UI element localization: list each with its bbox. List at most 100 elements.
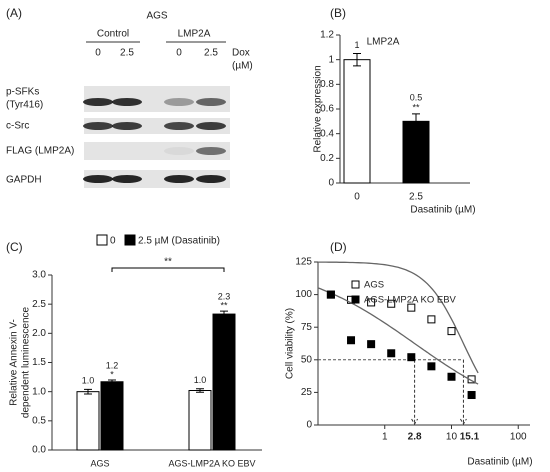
y-tick-label: 1.2 xyxy=(320,30,334,41)
point xyxy=(467,391,476,400)
dose: 0 xyxy=(176,48,182,59)
y-tick-label: 1.5 xyxy=(32,357,46,368)
panel-label: (D) xyxy=(330,240,347,254)
y-tick-label: 0.0 xyxy=(32,445,46,456)
point xyxy=(447,372,456,381)
row-label: GAPDH xyxy=(6,175,42,186)
value-label: 0.5 xyxy=(410,92,423,102)
point xyxy=(367,340,376,349)
bar xyxy=(76,391,100,451)
y-tick-label: 0 xyxy=(306,420,312,431)
ic50-label: 2.8 xyxy=(408,432,422,443)
band xyxy=(196,98,226,106)
dose: 0 xyxy=(95,48,101,59)
value-label: 2.3 xyxy=(218,292,231,302)
point xyxy=(347,336,356,345)
legend-marker xyxy=(351,295,360,304)
y-axis-title: Cell viability (%) xyxy=(285,308,296,379)
point xyxy=(427,315,436,324)
group-label: Control xyxy=(97,29,129,40)
band xyxy=(196,122,226,130)
y-tick-label: 1 xyxy=(328,54,334,65)
bar xyxy=(343,59,371,184)
band xyxy=(164,175,194,183)
dose-unit: Dox xyxy=(232,48,250,59)
row-label: c-Src xyxy=(6,121,29,132)
x-tick-label: AGS xyxy=(90,458,109,468)
point xyxy=(387,349,396,358)
legend-label: 2.5 µM (Dasatinib) xyxy=(138,236,220,247)
band xyxy=(112,175,142,183)
band xyxy=(196,175,226,183)
error-bar xyxy=(412,113,420,130)
blot-title: AGS xyxy=(146,11,167,22)
dose: 2.5 xyxy=(204,48,218,59)
point xyxy=(447,327,456,336)
y-tick-label: 3.0 xyxy=(32,270,46,281)
x-tick-label: AGS-LMP2A KO EBV xyxy=(168,458,255,468)
band xyxy=(112,122,142,130)
row-label: p-SFKs xyxy=(6,87,39,98)
legend-swatch xyxy=(96,234,108,246)
bar xyxy=(188,390,212,451)
ic50-arrow xyxy=(411,359,419,425)
significance: * xyxy=(110,369,114,379)
row-label: (Tyr416) xyxy=(6,100,43,111)
row-label: FLAG (LMP2A) xyxy=(6,146,74,157)
error-bar xyxy=(84,388,92,395)
x-axis-title: Dasatinib (µM) xyxy=(410,205,475,216)
blot-strip xyxy=(84,142,230,160)
bracket xyxy=(111,267,225,272)
y-tick-label: 75 xyxy=(301,322,313,333)
y-tick-label: 0.5 xyxy=(32,415,46,426)
band xyxy=(196,147,226,155)
y-tick-label: 50 xyxy=(301,354,313,365)
point xyxy=(427,362,436,371)
x-tick-label: 0 xyxy=(354,192,360,203)
error-bar xyxy=(220,310,228,318)
y-tick-label: 1.0 xyxy=(32,386,46,397)
x-tick-label: 100 xyxy=(510,432,527,443)
panel-label: (C) xyxy=(6,240,23,254)
chart-title: LMP2A xyxy=(367,37,400,48)
error-bar xyxy=(196,388,204,393)
point xyxy=(407,303,416,312)
y-tick-label: 0.4 xyxy=(320,128,334,139)
dose-unit: (µM) xyxy=(232,61,253,72)
error-bar xyxy=(108,379,116,384)
value-label: 1.0 xyxy=(194,375,207,385)
band xyxy=(164,147,194,155)
y-tick-label: 2.0 xyxy=(32,328,46,339)
band xyxy=(83,98,113,106)
bar xyxy=(100,381,124,451)
significance: ** xyxy=(220,301,228,311)
blot-strip xyxy=(84,118,230,134)
point xyxy=(326,290,335,299)
y-tick-label: 25 xyxy=(301,387,313,398)
y-tick-label: 125 xyxy=(295,257,312,268)
legend-swatch xyxy=(124,234,136,246)
x-tick-label: 1 xyxy=(382,432,388,443)
panel-label: (B) xyxy=(330,6,346,20)
x-tick-label: 10 xyxy=(446,432,458,443)
significance: ** xyxy=(412,102,420,112)
group-label: LMP2A xyxy=(178,29,211,40)
point xyxy=(387,299,396,308)
value-label: 1.2 xyxy=(106,360,119,370)
fit-curve xyxy=(318,261,479,374)
band xyxy=(164,98,194,106)
x-axis-title: Dasatinib (µM) xyxy=(467,457,532,468)
legend-label: 0 xyxy=(110,236,116,247)
y-tick-label: 0.6 xyxy=(320,104,334,115)
x-tick-label: 2.5 xyxy=(409,192,423,203)
ic50-label: 15.1 xyxy=(460,432,480,443)
legend-label: AGS xyxy=(364,280,384,291)
y-tick-label: 0 xyxy=(328,178,334,189)
point xyxy=(367,298,376,307)
fit-curve xyxy=(317,287,479,385)
y-tick-label: 2.5 xyxy=(32,299,46,310)
y-axis-title: Relative Annexin V- xyxy=(9,319,20,406)
value-label: 1.0 xyxy=(82,376,95,386)
bracket-label: ** xyxy=(164,257,172,268)
